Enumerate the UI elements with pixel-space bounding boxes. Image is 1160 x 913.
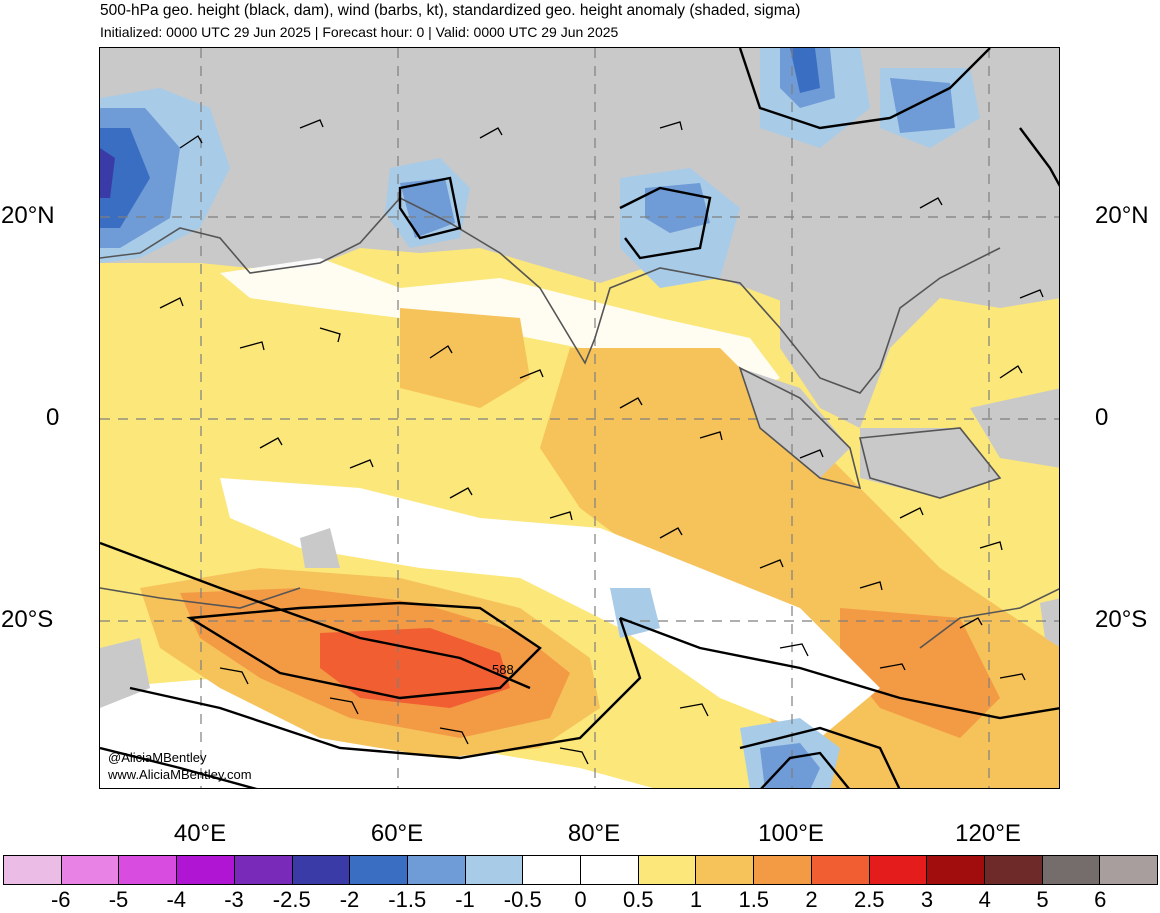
colorbar-swatch <box>61 856 120 884</box>
colorbar-label: 6 <box>1094 887 1107 912</box>
colorbar-label: -1 <box>455 887 475 912</box>
colorbar-swatch <box>638 856 697 884</box>
wind-barbs <box>159 119 1044 765</box>
colorbar-swatch <box>927 856 985 884</box>
colorbar-label: -2.5 <box>272 887 311 912</box>
map-subtitle: Initialized: 0000 UTC 29 Jun 2025 | Fore… <box>100 24 619 40</box>
colorbar-label: -2 <box>339 887 360 912</box>
colorbar-swatch <box>407 856 466 884</box>
lon-label-60e: 60°E <box>370 820 424 847</box>
colorbar-swatch <box>811 856 870 884</box>
anomaly-colorbar <box>3 855 1158 885</box>
lon-label-40e: 40°E <box>173 820 227 847</box>
colorbar-swatch <box>581 856 639 884</box>
height-contours <box>100 48 1059 788</box>
lat-label-right-20n: 20°N <box>1095 202 1149 229</box>
colorbar-label: 2.5 <box>853 887 885 912</box>
colorbar-label: 0 <box>574 887 587 912</box>
colorbar-label: -6 <box>50 887 71 912</box>
coastlines <box>100 197 1059 649</box>
colorbar-label: 3 <box>920 887 934 912</box>
colorbar-swatch <box>1042 856 1101 884</box>
colorbar-swatch <box>177 856 235 884</box>
colorbar-swatch <box>350 856 408 884</box>
colorbar-swatch <box>754 856 812 884</box>
lat-label-left-0: 0 <box>46 404 60 431</box>
colorbar-swatch <box>292 856 351 884</box>
map-title: 500-hPa geo. height (black, dam), wind (… <box>100 2 801 19</box>
lat-label-left-20n: 20°N <box>1 202 55 229</box>
lat-label-left-20s: 20°S <box>1 606 54 633</box>
colorbar-label: 4 <box>978 887 991 912</box>
colorbar-swatch <box>523 856 582 884</box>
colorbar-swatch <box>696 856 755 884</box>
colorbar-label: -1.5 <box>388 887 427 912</box>
colorbar-label: 1.5 <box>738 887 770 912</box>
map-panel[interactable]: 588 @AliciaMBentley www.AliciaMBentley.c… <box>99 47 1060 789</box>
colorbar-swatch <box>1100 856 1158 884</box>
watermark-handle: @AliciaMBentley <box>108 750 207 765</box>
colorbar-label: -5 <box>108 887 129 912</box>
colorbar-swatch <box>119 856 178 884</box>
anomaly-shading <box>100 48 1059 788</box>
map-canvas: 588 <box>100 48 1059 788</box>
colorbar-swatch <box>465 856 524 884</box>
lon-label-120e: 120°E <box>955 820 1021 847</box>
colorbar-label: -4 <box>166 887 187 912</box>
colorbar-label: 1 <box>689 887 703 912</box>
colorbar-label: 2 <box>805 887 818 912</box>
lon-label-100e: 100°E <box>758 820 824 847</box>
colorbar-swatch <box>984 856 1043 884</box>
colorbar-label: -0.5 <box>503 887 542 912</box>
colorbar-swatch <box>869 856 928 884</box>
lat-label-right-20s: 20°S <box>1095 606 1148 633</box>
colorbar-label: -3 <box>224 887 244 912</box>
colorbar-label: 5 <box>1036 887 1049 912</box>
lat-label-right-0: 0 <box>1095 404 1109 431</box>
contour-label: 588 <box>492 662 514 677</box>
colorbar-swatch <box>4 856 62 884</box>
watermark-url: www.AliciaMBentley.com <box>108 767 252 782</box>
colorbar-label: 0.5 <box>622 887 654 912</box>
lon-label-80e: 80°E <box>567 820 621 847</box>
colorbar-swatch <box>234 856 293 884</box>
